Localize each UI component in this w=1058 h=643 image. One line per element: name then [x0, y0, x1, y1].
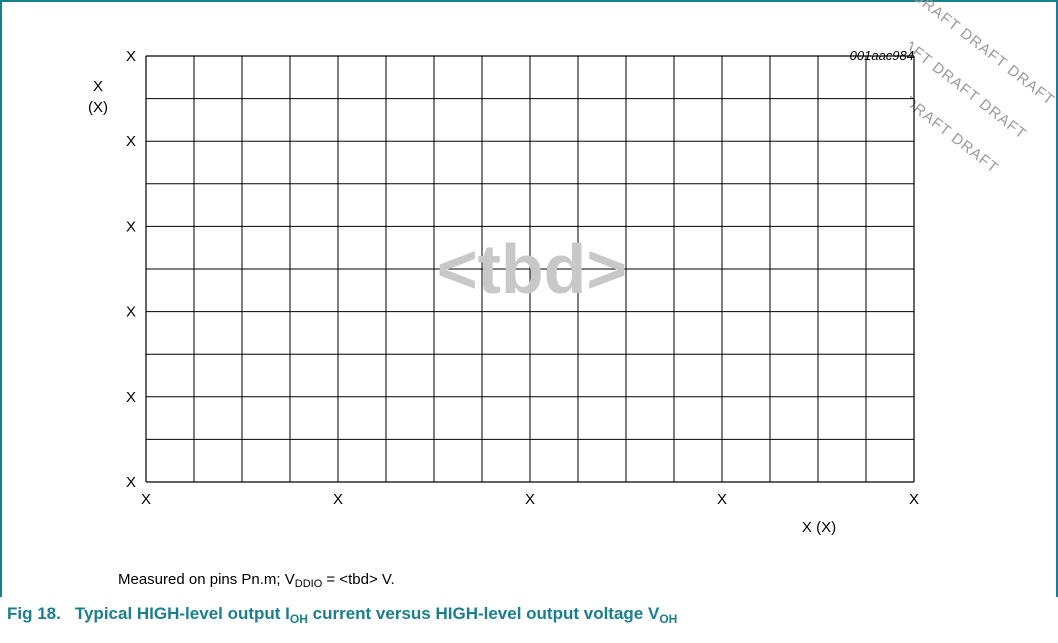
figure-frame [0, 0, 1058, 597]
x-axis-label: X (X) [802, 519, 836, 536]
x-tick-label: X [333, 491, 343, 508]
caption-sub-1: OH [289, 612, 308, 626]
tbd-placeholder: <tbd> [437, 230, 628, 308]
note-prefix: Measured on pins Pn.m; V [118, 571, 295, 588]
x-tick-label: X [141, 491, 151, 508]
y-tick-label: X [126, 133, 136, 150]
figure-code: 001aac984 [850, 48, 914, 63]
x-tick-label: X [525, 491, 535, 508]
y-tick-label: X [126, 474, 136, 491]
x-tick-label: X [717, 491, 727, 508]
caption-sub-2: OH [659, 612, 678, 626]
y-tick-label: X [126, 389, 136, 406]
caption-part-2: current versus HIGH-level output voltage… [307, 604, 660, 623]
y-axis-label: X [93, 78, 103, 95]
x-tick-label: X [909, 491, 919, 508]
measurement-note: Measured on pins Pn.m; VDDIO = <tbd> V. [118, 571, 395, 590]
caption-part-1: Typical HIGH-level output I [74, 604, 290, 623]
note-suffix: = <tbd> V. [322, 571, 395, 588]
y-tick-label: X [126, 218, 136, 235]
figure-caption: Fig 18. Typical HIGH-level output IOH cur… [7, 604, 677, 626]
y-axis-unit: (X) [88, 99, 108, 116]
chart-grid [145, 55, 915, 483]
note-subscript: DDIO [294, 578, 323, 590]
y-tick-label: X [126, 304, 136, 321]
figure-number: Fig 18. [7, 604, 61, 623]
y-tick-label: X [126, 48, 136, 65]
